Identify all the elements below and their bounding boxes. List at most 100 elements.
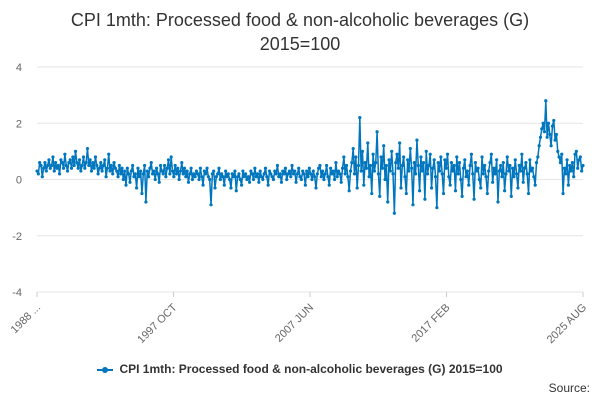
data-point[interactable] — [168, 172, 172, 176]
data-point[interactable] — [528, 158, 532, 162]
data-point[interactable] — [356, 163, 361, 168]
data-point[interactable] — [76, 166, 80, 170]
data-point[interactable] — [517, 163, 521, 168]
data-point[interactable] — [443, 158, 447, 162]
data-point[interactable] — [497, 169, 501, 173]
data-point[interactable] — [239, 183, 244, 187]
data-point[interactable] — [508, 163, 512, 168]
legend[interactable]: CPI 1mth: Processed food & non-alcoholic… — [0, 362, 600, 376]
data-point[interactable] — [267, 169, 272, 173]
data-point[interactable] — [415, 138, 419, 142]
data-point[interactable] — [565, 158, 569, 162]
data-point[interactable] — [364, 166, 369, 170]
data-point[interactable] — [322, 177, 326, 182]
data-point[interactable] — [262, 172, 266, 176]
data-point[interactable] — [485, 191, 489, 196]
data-point[interactable] — [560, 152, 564, 156]
data-point[interactable] — [335, 175, 339, 179]
data-point[interactable] — [355, 186, 359, 190]
data-point[interactable] — [386, 200, 390, 204]
data-point[interactable] — [281, 169, 285, 173]
data-point[interactable] — [79, 169, 83, 173]
data-point[interactable] — [71, 155, 75, 159]
data-point[interactable] — [88, 158, 92, 162]
data-point[interactable] — [323, 172, 327, 176]
data-point[interactable] — [212, 169, 216, 173]
data-point[interactable] — [321, 169, 325, 173]
data-point[interactable] — [317, 166, 321, 170]
data-point[interactable] — [399, 186, 403, 190]
data-point[interactable] — [173, 163, 177, 168]
data-point[interactable] — [549, 144, 553, 148]
data-point[interactable] — [403, 175, 407, 179]
data-point[interactable] — [119, 172, 123, 176]
data-point[interactable] — [392, 211, 396, 215]
data-point[interactable] — [291, 172, 295, 176]
data-point[interactable] — [165, 166, 169, 170]
data-point[interactable] — [112, 161, 116, 165]
data-point[interactable] — [172, 175, 176, 179]
data-point[interactable] — [69, 166, 74, 170]
data-point[interactable] — [63, 152, 67, 156]
data-point[interactable] — [201, 183, 205, 187]
data-point[interactable] — [384, 163, 388, 168]
data-point[interactable] — [513, 158, 517, 162]
data-point[interactable] — [141, 172, 145, 176]
data-point[interactable] — [469, 152, 474, 156]
data-point[interactable] — [294, 180, 298, 184]
data-point[interactable] — [299, 177, 303, 182]
data-point[interactable] — [99, 161, 103, 165]
data-point[interactable] — [298, 175, 302, 179]
data-point[interactable] — [402, 155, 406, 159]
data-point[interactable] — [270, 175, 274, 179]
data-point[interactable] — [287, 169, 292, 173]
data-point[interactable] — [396, 166, 400, 170]
data-point[interactable] — [57, 172, 62, 176]
data-point[interactable] — [564, 172, 568, 176]
data-point[interactable] — [257, 180, 261, 184]
data-point[interactable] — [80, 163, 84, 168]
data-point[interactable] — [190, 177, 195, 182]
data-point[interactable] — [236, 175, 240, 179]
data-point[interactable] — [390, 149, 394, 153]
data-point[interactable] — [338, 172, 342, 176]
data-point[interactable] — [457, 161, 462, 165]
data-point[interactable] — [375, 130, 379, 134]
data-point[interactable] — [371, 152, 375, 156]
data-point[interactable] — [452, 163, 456, 168]
data-point[interactable] — [464, 175, 468, 179]
data-point[interactable] — [526, 191, 531, 196]
data-point[interactable] — [437, 169, 442, 173]
data-point[interactable] — [477, 177, 481, 182]
data-point[interactable] — [459, 177, 463, 182]
data-point[interactable] — [113, 166, 117, 170]
data-point[interactable] — [35, 169, 39, 173]
data-point[interactable] — [569, 169, 573, 173]
data-point[interactable] — [313, 175, 317, 179]
data-point[interactable] — [259, 175, 264, 179]
data-point[interactable] — [310, 177, 314, 182]
data-point[interactable] — [424, 149, 428, 153]
data-point[interactable] — [158, 163, 163, 168]
data-point[interactable] — [359, 169, 363, 173]
data-point[interactable] — [362, 183, 366, 187]
data-point[interactable] — [326, 175, 330, 179]
data-point[interactable] — [510, 166, 515, 170]
data-point[interactable] — [419, 155, 423, 159]
data-point[interactable] — [40, 175, 44, 179]
data-point[interactable] — [128, 180, 132, 184]
data-point[interactable] — [503, 189, 507, 193]
data-point[interactable] — [441, 191, 446, 196]
data-point[interactable] — [416, 163, 420, 168]
data-point[interactable] — [306, 175, 310, 179]
data-point[interactable] — [120, 166, 124, 170]
data-point[interactable] — [56, 163, 60, 168]
data-point[interactable] — [242, 175, 246, 179]
data-point[interactable] — [496, 200, 500, 204]
data-point[interactable] — [525, 172, 529, 176]
data-point[interactable] — [473, 161, 477, 165]
data-point[interactable] — [275, 163, 280, 168]
data-point[interactable] — [524, 161, 528, 165]
data-point[interactable] — [174, 172, 179, 176]
data-point[interactable] — [562, 166, 567, 170]
